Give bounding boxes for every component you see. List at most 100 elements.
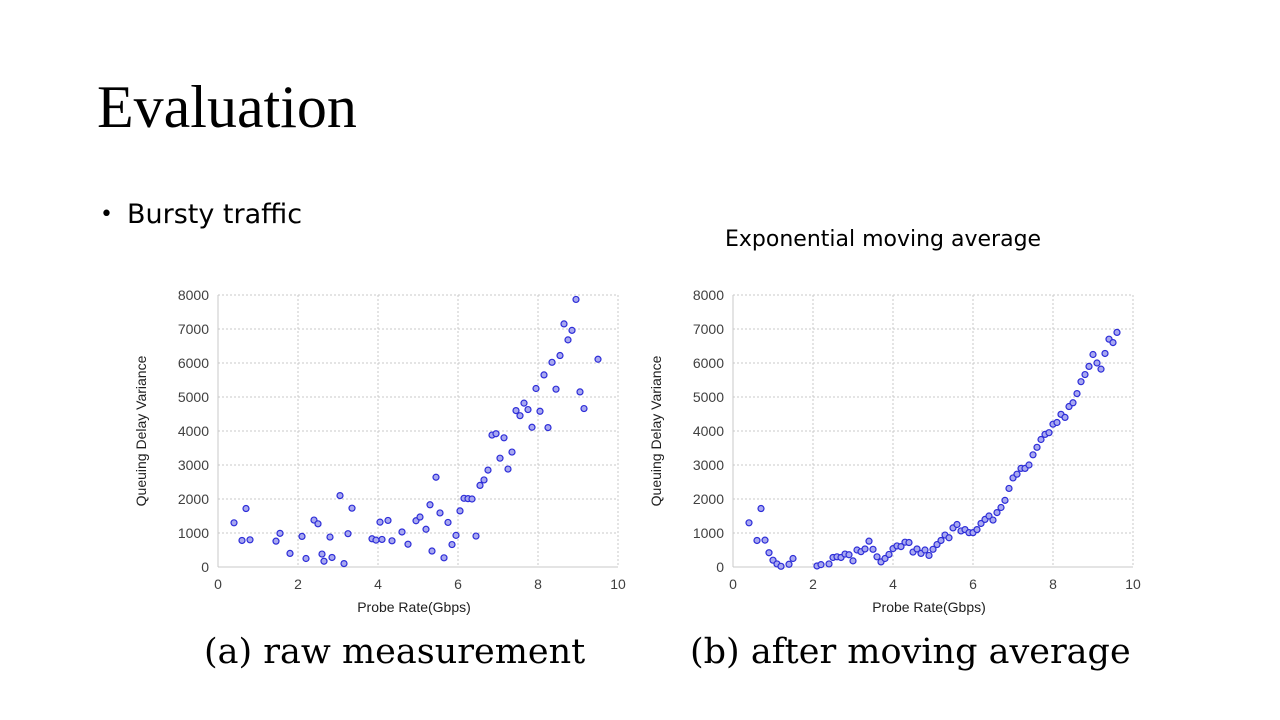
data-point [1081,370,1089,379]
data-point [1069,399,1077,407]
data-point [504,465,512,473]
data-point [953,520,961,529]
data-point [298,532,306,540]
data-point [416,513,424,521]
y-tick-label: 2000 [178,491,209,507]
data-point [404,540,412,548]
data-point [873,553,881,561]
x-tick-label: 4 [374,576,382,592]
y-tick-label: 8000 [693,287,724,303]
data-point [242,504,250,513]
data-point [825,560,833,568]
data-point [544,424,552,432]
scatter-chart-moving-average: 0 2 4 6 8 10 0 1000 2000 3000 4000 5000 6000 7000 8000… [648,287,1141,615]
data-point [1077,378,1085,386]
data-point [426,501,434,509]
data-point [989,516,997,524]
y-tick-label: 3000 [178,457,209,473]
y-tick-label: 6000 [693,355,724,371]
data-point [1101,349,1109,358]
data-point [925,551,933,560]
y-tick-label: 2000 [693,491,724,507]
caption-after-moving-average: (b) after moving average [690,632,1131,672]
annotation-text: Exponential moving average [725,227,1042,252]
data-point [861,545,869,553]
data-point [869,545,877,553]
y-tick-label: 0 [716,559,724,575]
data-point [318,550,326,558]
y-axis-label: Queuing Delay Variance [648,355,664,506]
data-point [845,551,853,559]
data-point [230,519,238,527]
data-point [789,554,797,563]
y-tick-label: 4000 [693,423,724,439]
data-point [1045,429,1053,437]
data-point [238,536,246,545]
x-tick-label: 2 [809,576,817,592]
data-point [997,503,1005,512]
data-point [552,385,560,393]
y-tick-label: 7000 [178,321,209,337]
data-point [456,507,464,515]
data-point [468,495,476,503]
bullet-dot-icon: • [100,202,113,227]
data-point [1053,418,1061,427]
data-point [897,543,905,551]
y-tick-label: 0 [201,559,209,575]
bullet-item: • Bursty traffic [100,196,302,234]
data-point [849,557,857,565]
data-point [432,473,440,481]
data-point [286,549,294,557]
data-point [905,538,913,547]
x-tick-label: 8 [534,576,542,592]
y-tick-label: 5000 [693,389,724,405]
data-point [1037,435,1045,444]
data-point [572,295,580,304]
data-point [384,516,392,525]
slide-title: Evaluation [97,74,357,140]
data-point [440,554,448,562]
data-point [556,351,564,360]
data-point [929,545,937,553]
data-point [1093,359,1101,367]
scatter-chart-raw: 0 2 4 6 8 10 0 1000 2000 3000 4000 5000 6000 7000 8000… [133,287,626,615]
data-point [276,529,284,537]
x-tick-label: 10 [1125,576,1141,592]
data-point [564,336,572,344]
y-tick-label: 5000 [178,389,209,405]
data-point [448,540,456,549]
data-point [376,518,384,526]
y-tick-label: 1000 [693,525,724,541]
caption-raw-measurement: (a) raw measurement [204,632,586,672]
y-tick-label: 4000 [178,423,209,439]
data-point [576,388,584,396]
data-point [444,518,452,527]
x-tick-label: 4 [889,576,897,592]
data-point [548,358,556,366]
y-tick-label: 6000 [178,355,209,371]
data-point [568,326,576,334]
data-point [865,537,873,545]
data-point [496,454,504,462]
data-point [1061,413,1069,421]
y-tick-label: 7000 [693,321,724,337]
data-point [480,476,488,484]
data-point [560,320,568,328]
data-point [476,481,484,489]
data-point [945,534,953,542]
data-point [340,560,348,568]
data-point [472,532,480,540]
data-point [921,546,929,554]
data-point [336,492,344,500]
data-point [484,466,492,474]
data-point [1089,350,1097,359]
data-point [528,423,536,431]
data-point [302,554,310,563]
x-tick-label: 2 [294,576,302,592]
data-point [428,547,436,555]
x-tick-label: 6 [969,576,977,592]
x-tick-label: 8 [1049,576,1057,592]
data-point [1113,328,1121,337]
x-axis-label: Probe Rate(Gbps) [357,599,471,615]
x-tick-label: 10 [610,576,626,592]
